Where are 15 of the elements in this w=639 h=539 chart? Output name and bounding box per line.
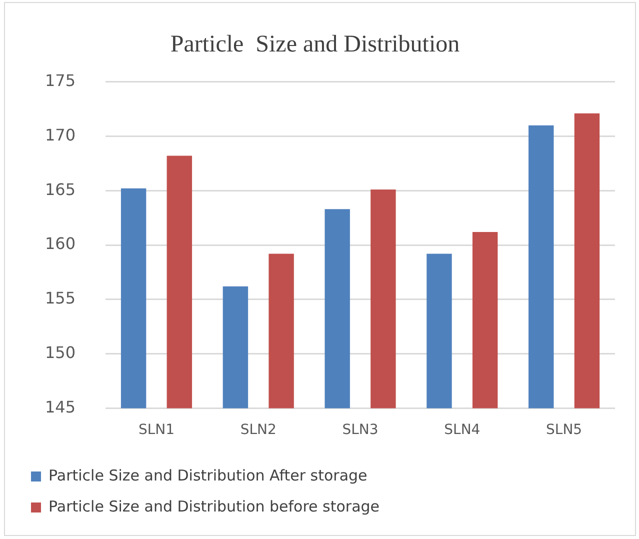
y-tick-label: 170 bbox=[44, 125, 76, 144]
legend-label: Particle Size and Distribution After storage bbox=[48, 466, 368, 484]
legend-label: Particle Size and Distribution before storage bbox=[48, 497, 380, 516]
x-tick-label: SLN1 bbox=[138, 422, 175, 438]
y-tick-label: 160 bbox=[44, 234, 76, 254]
y-tick-label: 155 bbox=[44, 288, 76, 308]
x-tick-label: SLN3 bbox=[342, 422, 378, 438]
y-tick-label: 150 bbox=[44, 342, 76, 362]
x-tick-label: SLN5 bbox=[546, 422, 582, 438]
x-tick-label: SLN2 bbox=[240, 422, 276, 438]
y-tick-label: 165 bbox=[44, 180, 76, 199]
chart-title: Particle Size and Distribution bbox=[170, 32, 460, 58]
y-tick-label: 145 bbox=[44, 397, 76, 416]
y-tick-label: 175 bbox=[44, 70, 76, 90]
x-tick-label: SLN4 bbox=[444, 422, 480, 438]
